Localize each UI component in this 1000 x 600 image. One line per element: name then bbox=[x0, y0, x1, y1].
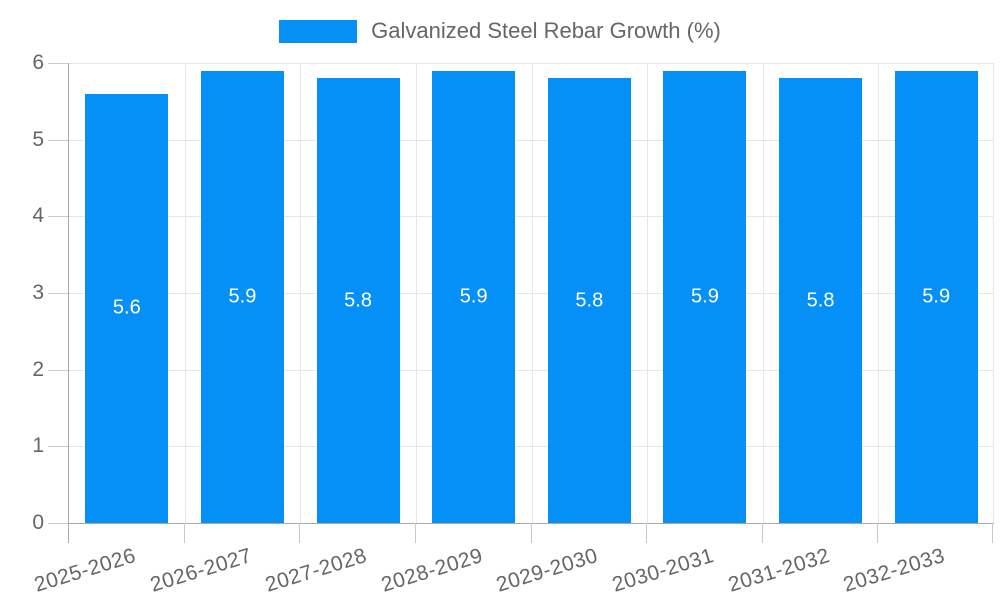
bar-value-label: 5.8 bbox=[575, 289, 604, 312]
x-axis-tick-mark bbox=[992, 523, 993, 543]
x-axis-label: 2026-2027 bbox=[147, 544, 255, 597]
bar[interactable]: 5.9 bbox=[663, 70, 747, 523]
y-axis-tick-mark bbox=[48, 293, 68, 294]
bar-value-label: 5.9 bbox=[691, 285, 719, 308]
x-axis-tick-mark bbox=[877, 523, 879, 543]
y-axis-tick-mark bbox=[48, 369, 68, 371]
x-axis-tick-mark bbox=[761, 523, 763, 543]
x-axis-tick-mark bbox=[414, 523, 416, 543]
gridline-vertical bbox=[762, 63, 764, 523]
x-axis-tick-mark bbox=[68, 523, 69, 543]
gridline-vertical bbox=[878, 63, 880, 523]
x-axis-label: 2025-2026 bbox=[31, 544, 139, 597]
bar[interactable]: 5.9 bbox=[200, 70, 284, 523]
bar[interactable]: 5.8 bbox=[547, 78, 631, 523]
y-axis-tick-mark bbox=[48, 139, 68, 141]
bar[interactable]: 5.9 bbox=[432, 70, 516, 523]
legend-label: Galvanized Steel Rebar Growth (%) bbox=[371, 18, 721, 43]
legend-swatch-icon bbox=[279, 19, 358, 43]
bar[interactable]: 5.6 bbox=[85, 93, 169, 523]
bar-value-label: 5.8 bbox=[344, 289, 372, 312]
gridline-vertical bbox=[993, 63, 994, 523]
y-axis-tick-mark bbox=[48, 523, 68, 524]
x-axis-label: 2029-2030 bbox=[493, 544, 602, 597]
y-axis-label: 1 bbox=[32, 434, 44, 458]
y-axis-label: 6 bbox=[32, 51, 44, 74]
bar-value-label: 5.9 bbox=[459, 285, 488, 308]
bar[interactable]: 5.8 bbox=[779, 78, 863, 523]
x-axis-label: 2028-2029 bbox=[378, 544, 486, 597]
x-axis-tick-mark bbox=[299, 523, 301, 543]
y-axis-label: 2 bbox=[32, 357, 44, 381]
y-axis-label: 3 bbox=[32, 281, 44, 304]
gridline-vertical bbox=[300, 63, 302, 523]
bar-value-label: 5.9 bbox=[922, 285, 951, 308]
y-axis-label: 0 bbox=[32, 511, 44, 534]
x-axis-label: 2032-2033 bbox=[840, 544, 948, 597]
y-axis-label: 5 bbox=[32, 127, 44, 151]
bar-value-label: 5.6 bbox=[112, 296, 141, 319]
gridline-vertical bbox=[184, 63, 186, 523]
y-axis-tick-mark bbox=[48, 446, 68, 448]
y-axis-tick-mark bbox=[48, 63, 68, 64]
y-axis-tick-mark bbox=[48, 216, 68, 218]
y-axis-label: 4 bbox=[32, 204, 44, 228]
x-axis-label: 2030-2031 bbox=[609, 544, 717, 597]
gridline-vertical bbox=[531, 63, 533, 523]
bar[interactable]: 5.9 bbox=[894, 70, 978, 523]
bar[interactable]: 5.8 bbox=[316, 78, 400, 523]
plot-area: 5.6 5.9 5.8 5.9 5.8 5.9 5.8 5.9 bbox=[68, 63, 994, 524]
legend-item[interactable]: Galvanized Steel Rebar Growth (%) bbox=[0, 18, 1000, 44]
x-axis-label: 2031-2032 bbox=[725, 544, 833, 597]
gridline-vertical bbox=[647, 63, 649, 523]
x-axis-tick-mark bbox=[646, 523, 648, 543]
x-axis-tick-mark bbox=[183, 523, 185, 543]
x-axis-label: 2027-2028 bbox=[262, 544, 370, 597]
bar-value-label: 5.8 bbox=[806, 289, 835, 312]
gridline-vertical bbox=[415, 63, 417, 523]
bar-value-label: 5.9 bbox=[228, 285, 257, 308]
x-axis-tick-mark bbox=[530, 523, 532, 543]
